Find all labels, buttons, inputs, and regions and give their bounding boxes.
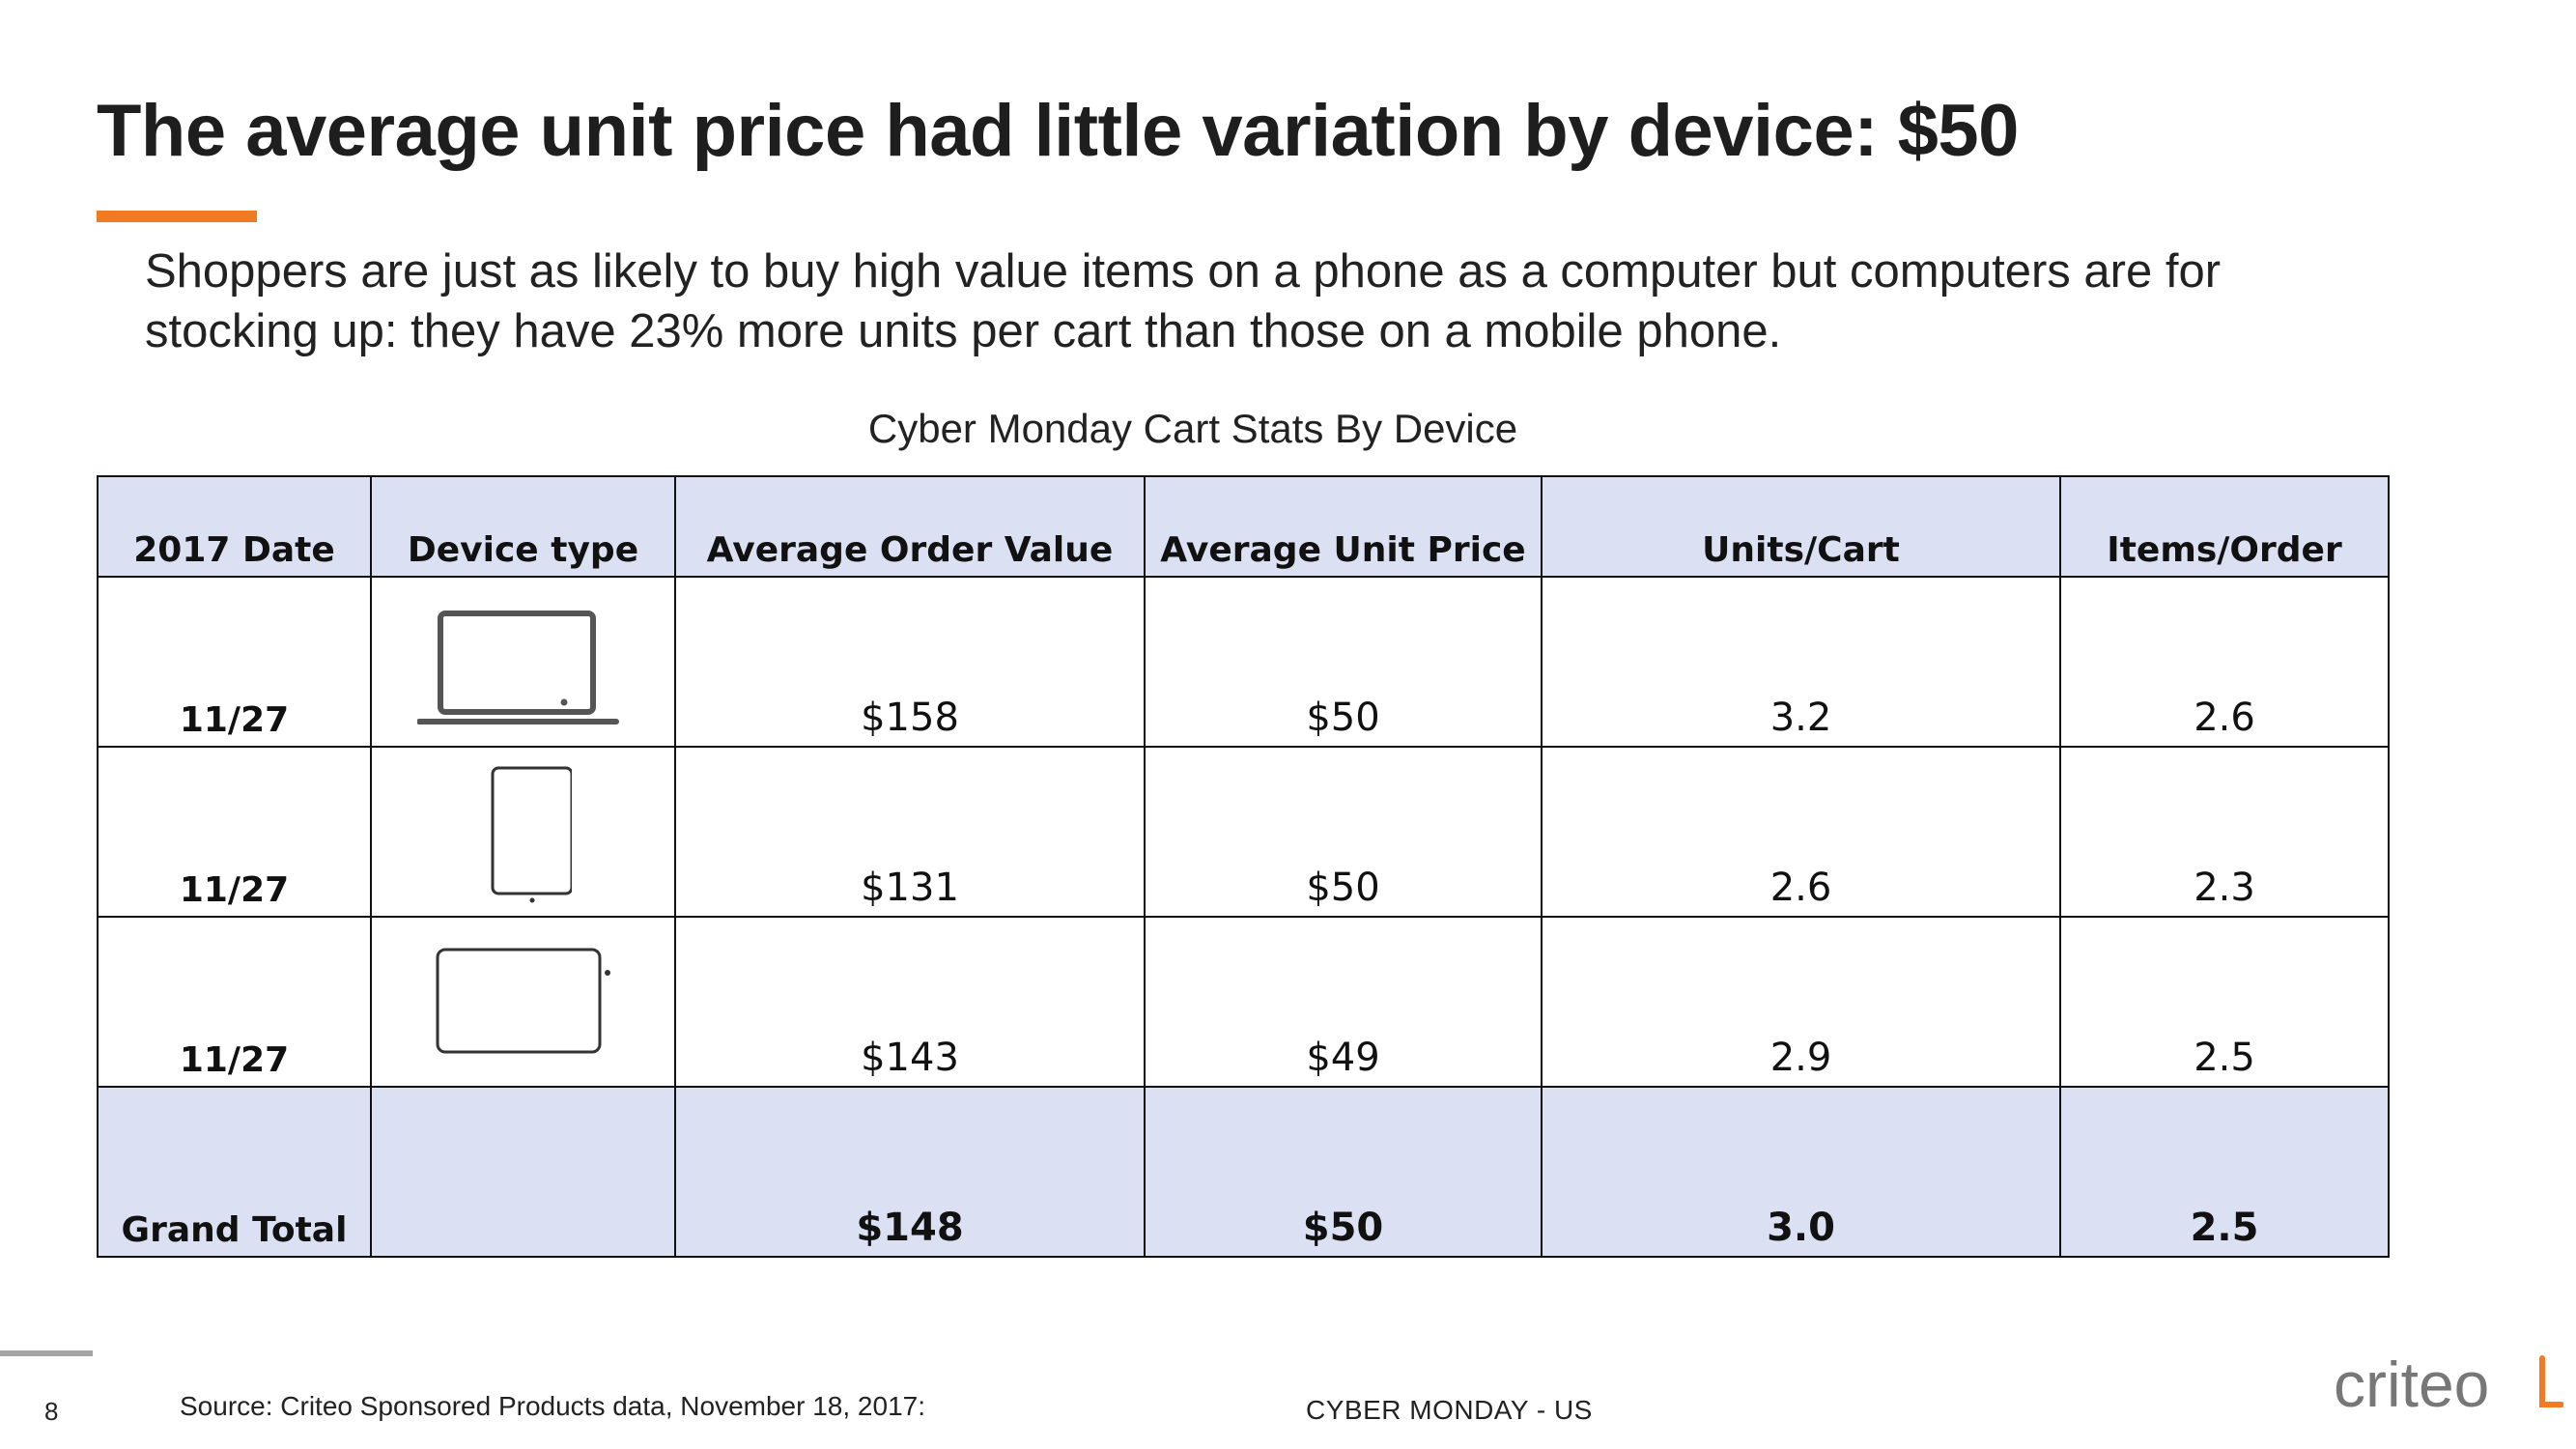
grand-total-row: Grand Total $148 $50 3.0 2.5 [97, 1086, 2390, 1258]
row-aup: $50 [1144, 746, 1543, 918]
page-number: 8 [44, 1397, 59, 1426]
table-header-row: 2017 Date Device type Average Order Valu… [97, 475, 2390, 578]
criteo-logo: criteo [2334, 1349, 2563, 1420]
subtitle: Shoppers are just as likely to buy high … [145, 245, 2222, 357]
svg-text:criteo: criteo [2334, 1349, 2489, 1420]
row-device [370, 916, 676, 1088]
row-units-cart: 3.2 [1541, 576, 2061, 748]
total-units-cart: 3.0 [1541, 1086, 2061, 1258]
tablet-icon [436, 948, 610, 1054]
row-date: 11/27 [97, 576, 372, 748]
row-aov: $143 [674, 916, 1146, 1088]
total-aov: $148 [674, 1086, 1146, 1258]
header-date: 2017 Date [97, 475, 372, 578]
row-date: 11/27 [97, 746, 372, 918]
source-note: Source: Criteo Sponsored Products data, … [180, 1391, 925, 1422]
row-items-order: 2.3 [2059, 746, 2390, 918]
footer-center-text: CYBER MONDAY - US [1306, 1395, 1593, 1425]
row-device [370, 576, 676, 748]
cart-stats-table: 2017 Date Device type Average Order Valu… [97, 475, 2390, 1258]
row-date: 11/27 [97, 916, 372, 1088]
header-average-unit-price: Average Unit Price [1144, 475, 1543, 578]
row-units-cart: 2.6 [1541, 746, 2061, 918]
row-items-order: 2.5 [2059, 916, 2390, 1088]
header-units-cart: Units/Cart [1541, 475, 2061, 578]
title-accent-bar [97, 211, 257, 222]
table-row: 11/27 $158 $50 3.2 2.6 [97, 576, 2390, 748]
row-items-order: 2.6 [2059, 576, 2390, 748]
total-device [370, 1086, 676, 1258]
total-items-order: 2.5 [2059, 1086, 2390, 1258]
footer-divider [0, 1350, 93, 1356]
table-caption: Cyber Monday Cart Stats By Device [867, 406, 1518, 451]
header-items-order: Items/Order [2059, 475, 2390, 578]
header-average-order-value: Average Order Value [674, 475, 1146, 578]
phone-icon [491, 766, 572, 903]
row-aup: $49 [1144, 916, 1543, 1088]
source-text: Criteo Sponsored Products data, November… [280, 1391, 926, 1421]
header-device-type: Device type [370, 475, 676, 578]
page-title: The average unit price had little variat… [97, 90, 2019, 172]
row-device [370, 746, 676, 918]
row-aov: $131 [674, 746, 1146, 918]
total-aup: $50 [1144, 1086, 1543, 1258]
row-aup: $50 [1144, 576, 1543, 748]
table-row: 11/27 $131 $50 2.6 2.3 [97, 746, 2390, 918]
row-units-cart: 2.9 [1541, 916, 2061, 1088]
source-label: Source: [180, 1391, 273, 1421]
table-row: 11/27 $143 $49 2.9 2.5 [97, 916, 2390, 1088]
laptop-icon [416, 611, 619, 724]
row-aov: $158 [674, 576, 1146, 748]
total-label: Grand Total [97, 1086, 372, 1258]
